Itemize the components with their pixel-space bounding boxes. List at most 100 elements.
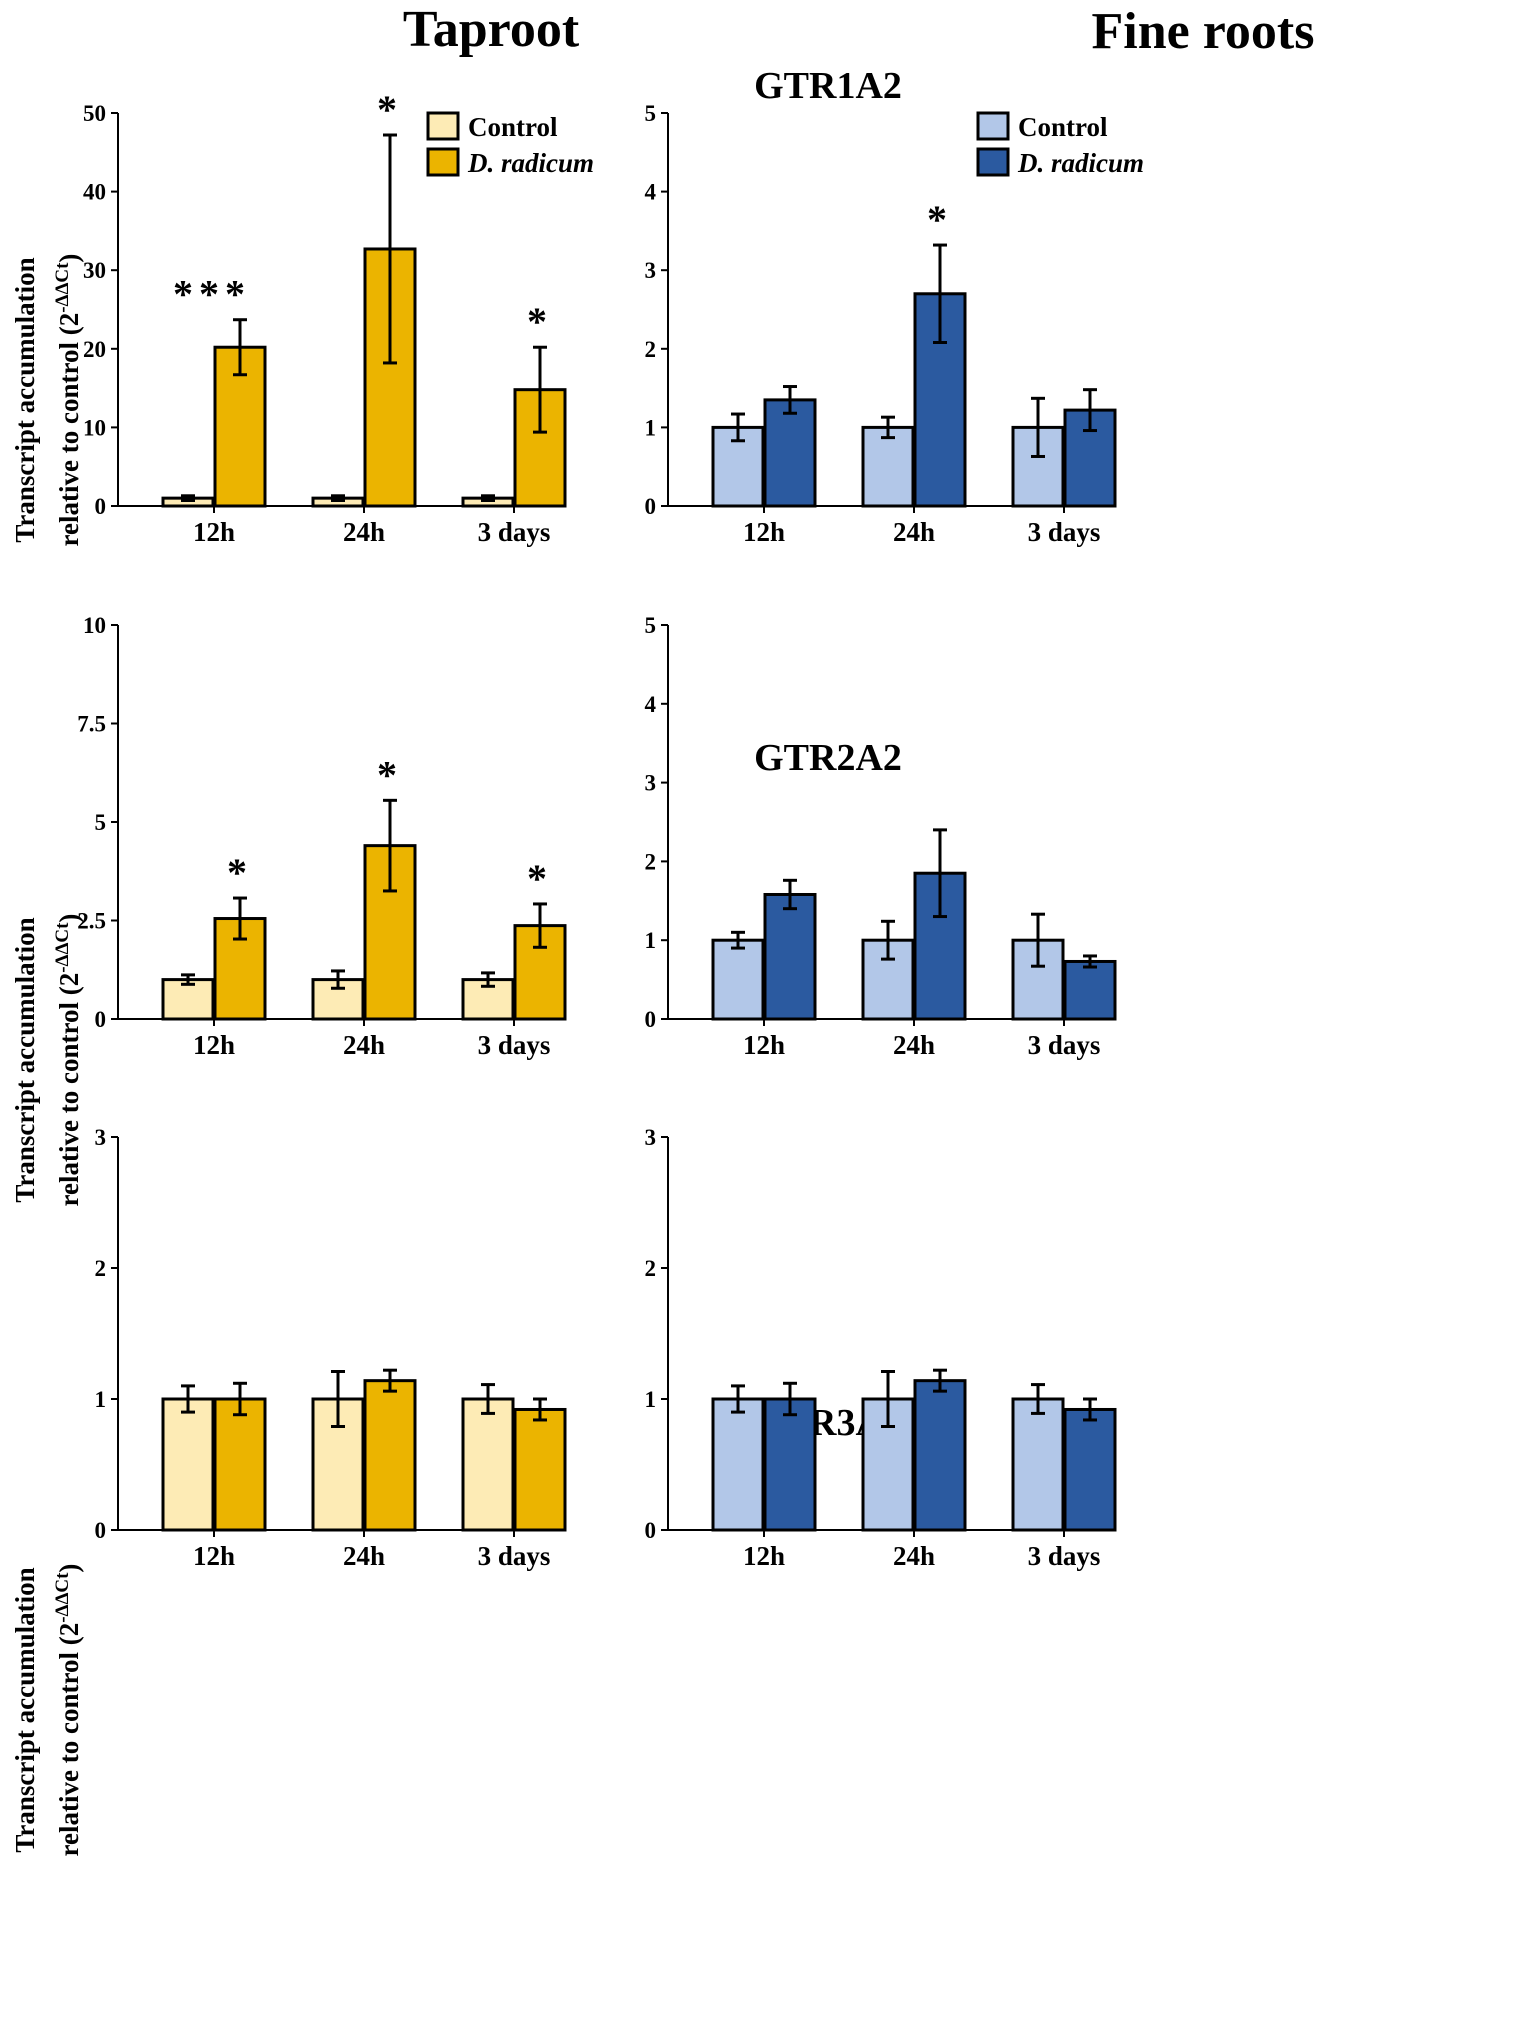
bar-d-radicum: [1063, 1407, 1117, 1532]
x-tick-label: 3 days: [478, 1541, 551, 1571]
significance-marker: *: [377, 87, 403, 132]
x-tick-label: 24h: [343, 1030, 385, 1060]
gene-title-gtr1a2: GTR1A2: [754, 65, 902, 107]
chart-gtr3a1-fine-roots: 0 1 2 3 12h 24h 3 days: [645, 1125, 1117, 1571]
x-tick-label: 12h: [193, 517, 235, 547]
y-tick-label: 4: [645, 180, 657, 205]
ylabel-row1: Transcript accumulation relative to cont…: [10, 254, 84, 547]
bar-control: [161, 978, 215, 1021]
x-tick-label: 12h: [743, 1030, 785, 1060]
chart-gtr3a1-taproot: 0 1 2 3 12h 24h 3 days: [95, 1125, 567, 1571]
x-tick-label: 3 days: [1028, 1030, 1101, 1060]
legend-swatch: [976, 111, 1010, 141]
legend-swatch: [426, 111, 460, 141]
y-tick-label: 2: [645, 849, 657, 874]
chart-gtr2a2-fine-roots: 0 1 2 3 4 5 12h 24h 3 days: [645, 613, 1117, 1060]
y-tick-label: 2.5: [77, 909, 106, 934]
x-tick-label: 24h: [343, 1541, 385, 1571]
significance-marker: ***: [173, 272, 251, 317]
bar-d-radicum: [1063, 959, 1117, 1021]
y-tick-label: 3: [95, 1125, 107, 1150]
x-tick-label: 12h: [193, 1541, 235, 1571]
bar-control: [861, 425, 915, 508]
bar-d-radicum: [913, 1379, 967, 1532]
bar-control: [461, 1397, 515, 1532]
bar-d-radicum: [763, 1397, 817, 1532]
gene-title-gtr2a2: GTR2A2: [754, 737, 902, 779]
bar-control: [711, 1397, 765, 1532]
ylabel-line1: Transcript accumulation: [10, 917, 40, 1202]
y-tick-label: 4: [645, 692, 657, 717]
ylabel-row3: Transcript accumulation relative to cont…: [10, 1564, 84, 1857]
y-tick-label: 5: [645, 101, 657, 126]
legend-label: D. radicum: [467, 148, 594, 178]
ylabel-line2: relative to control (2-ΔΔCt): [52, 254, 84, 547]
x-tick-label: 3 days: [478, 1030, 551, 1060]
y-tick-label: 3: [645, 1125, 657, 1150]
bar-d-radicum: [363, 1379, 417, 1532]
col-title-taproot: Taproot: [403, 1, 580, 58]
x-tick-label: 24h: [343, 517, 385, 547]
bar-control: [161, 1397, 215, 1532]
y-tick-label: 20: [83, 337, 106, 362]
ylabel-line2: relative to control (2-ΔΔCt): [52, 914, 84, 1207]
significance-marker: *: [527, 856, 553, 901]
y-tick-label: 2: [645, 1256, 657, 1281]
legend-swatch: [426, 147, 460, 177]
significance-marker: *: [227, 850, 253, 895]
y-tick-label: 1: [95, 1387, 107, 1412]
chart-gtr2a2-taproot: 0 2.5 5 7.5 10 12h 24h 3 days * * *: [77, 613, 567, 1060]
x-tick-label: 24h: [893, 1541, 935, 1571]
x-tick-label: 3 days: [478, 517, 551, 547]
y-tick-label: 0: [95, 1518, 107, 1543]
y-tick-label: 5: [645, 613, 657, 638]
significance-marker: *: [527, 299, 553, 344]
y-tick-label: 3: [645, 771, 657, 796]
y-tick-label: 0: [95, 494, 107, 519]
legend-swatch: [976, 147, 1010, 177]
x-tick-label: 12h: [743, 1541, 785, 1571]
y-tick-label: 7.5: [77, 712, 106, 737]
y-tick-label: 0: [645, 494, 657, 519]
bar-d-radicum: [213, 1397, 267, 1532]
x-tick-label: 12h: [743, 517, 785, 547]
y-tick-label: 0: [645, 1518, 657, 1543]
bar-d-radicum: [513, 1407, 567, 1532]
ylabel-row2: Transcript accumulation relative to cont…: [10, 914, 84, 1207]
y-tick-label: 2: [95, 1256, 107, 1281]
significance-marker: *: [377, 752, 403, 797]
y-tick-label: 5: [95, 810, 107, 835]
y-tick-label: 1: [645, 415, 657, 440]
legend-label: Control: [1018, 112, 1108, 142]
x-tick-label: 3 days: [1028, 1541, 1101, 1571]
y-tick-label: 40: [83, 180, 106, 205]
y-tick-label: 0: [645, 1007, 657, 1032]
x-tick-label: 3 days: [1028, 517, 1101, 547]
bar-control: [711, 938, 765, 1021]
y-tick-label: 10: [83, 613, 106, 638]
y-tick-label: 1: [645, 928, 657, 953]
bar-control: [1011, 1397, 1065, 1532]
col-title-fine-roots: Fine roots: [1092, 3, 1315, 60]
x-tick-label: 12h: [193, 1030, 235, 1060]
y-tick-label: 3: [645, 258, 657, 283]
x-tick-label: 24h: [893, 517, 935, 547]
bar-d-radicum: [763, 398, 817, 508]
ylabel-line1: Transcript accumulation: [10, 257, 40, 542]
bar-d-radicum: [763, 892, 817, 1021]
y-tick-label: 1: [645, 1387, 657, 1412]
y-tick-label: 0: [95, 1007, 107, 1032]
y-tick-label: 10: [83, 415, 106, 440]
y-tick-label: 2: [645, 337, 657, 362]
ylabel-line1: Transcript accumulation: [10, 1567, 40, 1852]
chart-gtr1a2-fine-roots: 0 1 2 3 4 5 12h 24h 3 days * Control D. radicum: [645, 101, 1145, 547]
y-tick-label: 50: [83, 101, 106, 126]
ylabel-line2: relative to control (2-ΔΔCt): [52, 1564, 84, 1857]
legend-label: Control: [468, 112, 558, 142]
significance-marker: *: [927, 197, 953, 242]
x-tick-label: 24h: [893, 1030, 935, 1060]
y-tick-label: 30: [83, 258, 106, 283]
legend-label: D. radicum: [1017, 148, 1144, 178]
